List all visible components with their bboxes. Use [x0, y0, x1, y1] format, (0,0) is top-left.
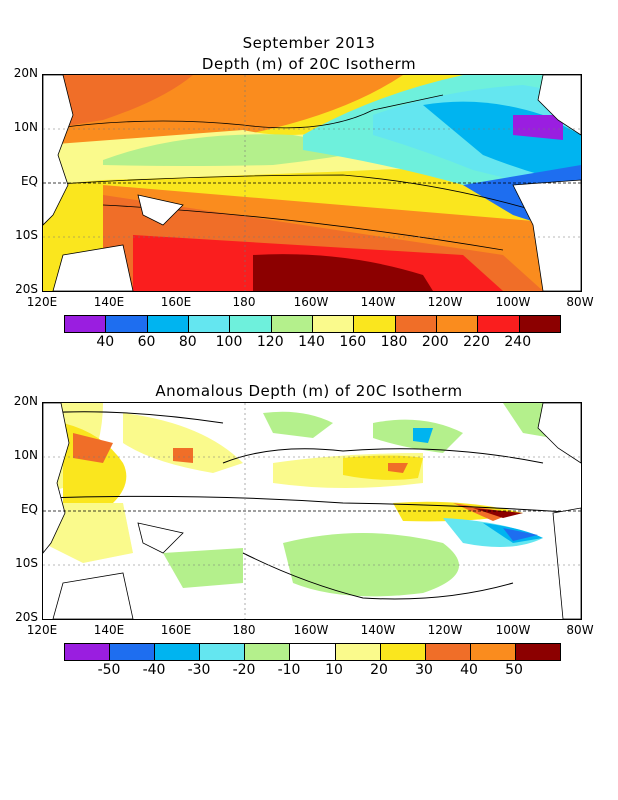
colorbar-swatch — [65, 644, 111, 660]
lon-label: 140E — [93, 295, 125, 309]
colorbar-swatch — [395, 316, 437, 332]
colorbar-label: 60 — [137, 334, 156, 350]
lon-label: 120E — [26, 295, 58, 309]
lat-label: EQ — [20, 174, 38, 188]
panel1-title: Depth (m) of 20C Isotherm — [201, 55, 417, 73]
lon-label: 160E — [160, 623, 192, 637]
colorbar-swatch — [200, 644, 246, 660]
colorbar-swatch — [436, 316, 479, 332]
colorbar-label: -20 — [232, 662, 256, 678]
lon-label: 160E — [160, 295, 192, 309]
colorbar-label: 40 — [460, 662, 478, 678]
colorbar-label: 30 — [415, 662, 433, 678]
colorbar-anomaly — [64, 643, 561, 661]
lon-label: 120E — [26, 623, 58, 637]
lon-label: 140W — [360, 623, 396, 637]
colorbar-label: 160 — [339, 334, 367, 350]
colorbar-label: -30 — [187, 662, 211, 678]
colorbar-label: 120 — [256, 334, 284, 350]
colorbar-swatch — [290, 644, 336, 660]
lon-label: 120W — [427, 295, 463, 309]
lat-label: 20S — [15, 610, 38, 624]
lon-label: 180 — [232, 623, 256, 637]
lon-label: 160W — [293, 295, 329, 309]
colorbar-swatch — [245, 644, 291, 660]
colorbar-label: 240 — [504, 334, 532, 350]
lon-label: 180 — [232, 295, 256, 309]
colorbar-swatch — [106, 316, 148, 332]
lat-label: 10N — [13, 448, 38, 462]
colorbar-label: 200 — [421, 334, 449, 350]
depth-field — [43, 75, 581, 291]
lon-label: 160W — [293, 623, 329, 637]
panel2-map — [42, 402, 582, 620]
colorbar-swatch — [155, 644, 201, 660]
lat-label: 20N — [13, 394, 38, 408]
lon-label: 100W — [495, 623, 531, 637]
colorbar-swatch — [188, 316, 231, 332]
figure-title: September 2013 — [242, 34, 376, 52]
colorbar-label: 20 — [370, 662, 388, 678]
colorbar-label: 100 — [215, 334, 243, 350]
colorbar-label: 180 — [380, 334, 408, 350]
colorbar-swatch — [470, 644, 516, 660]
colorbar-swatch — [335, 644, 381, 660]
anomaly-field — [43, 403, 581, 619]
lon-label: 120W — [427, 623, 463, 637]
colorbar-label: -40 — [142, 662, 166, 678]
colorbar-label: -10 — [277, 662, 301, 678]
colorbar-swatch — [478, 316, 520, 332]
colorbar-swatch — [147, 316, 189, 332]
lon-label: 80W — [566, 623, 594, 637]
colorbar-label: 140 — [298, 334, 325, 350]
colorbar-label: 80 — [178, 334, 197, 350]
colorbar-label: 10 — [325, 662, 343, 678]
colorbar-swatch — [519, 316, 560, 332]
colorbar-swatch — [230, 316, 272, 332]
colorbar-swatch — [515, 644, 561, 660]
colorbar-label: 40 — [96, 334, 115, 350]
colorbar-swatch — [110, 644, 156, 660]
colorbar-depth — [64, 315, 561, 333]
panel1-map — [42, 74, 582, 292]
lon-label: 140W — [360, 295, 396, 309]
colorbar-label: -50 — [97, 662, 121, 678]
colorbar-swatch — [354, 316, 396, 332]
colorbar-swatch — [65, 316, 107, 332]
colorbar-swatch — [425, 644, 471, 660]
panel2-title: Anomalous Depth (m) of 20C Isotherm — [155, 382, 463, 400]
lat-label: EQ — [20, 502, 38, 516]
lon-label: 80W — [566, 295, 594, 309]
colorbar-swatch — [380, 644, 426, 660]
lat-label: 10S — [15, 228, 38, 242]
lat-label: 10S — [15, 556, 38, 570]
lat-label: 10N — [13, 120, 38, 134]
colorbar-label: 220 — [463, 334, 490, 350]
colorbar-label: 50 — [505, 662, 523, 678]
lon-label: 100W — [495, 295, 531, 309]
colorbar-swatch — [271, 316, 313, 332]
colorbar-swatch — [312, 316, 355, 332]
lon-label: 140E — [93, 623, 125, 637]
lat-label: 20N — [13, 66, 38, 80]
lat-label: 20S — [15, 282, 38, 296]
